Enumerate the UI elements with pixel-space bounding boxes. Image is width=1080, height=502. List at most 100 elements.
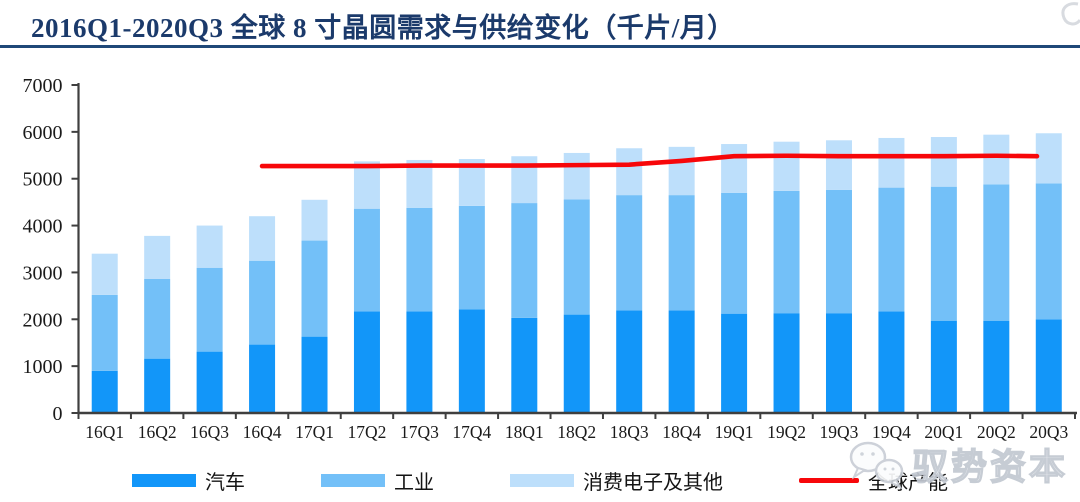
legend-swatch-bar [321,474,385,487]
bar-segment-20Q1-消费电子及其他 [930,137,957,187]
bar-segment-16Q1-消费电子及其他 [91,253,118,295]
bar-segment-16Q2-消费电子及其他 [144,235,171,279]
x-tick-label: 17Q4 [452,422,491,442]
bar-segment-17Q2-工业 [353,208,380,312]
y-tick-label: 4000 [23,216,63,238]
bar-segment-17Q2-消费电子及其他 [353,161,380,209]
bar-segment-16Q4-工业 [249,260,276,345]
bar-segment-19Q1-工业 [721,192,748,314]
x-tick-label: 19Q4 [872,422,911,442]
x-tick-label: 16Q4 [243,422,282,442]
bar-segment-20Q1-汽车 [930,320,957,413]
bar-segment-17Q4-汽车 [458,309,485,413]
bar-segment-18Q4-工业 [668,195,695,311]
bar-segment-16Q1-工业 [91,294,118,371]
bar-segment-16Q2-工业 [144,278,171,359]
bar-segment-17Q3-工业 [406,207,433,312]
x-tick-label: 19Q2 [767,422,806,442]
bar-segment-18Q3-消费电子及其他 [616,148,643,196]
y-tick-label: 2000 [23,309,63,331]
x-tick-label: 17Q3 [400,422,439,442]
bar-segment-18Q3-汽车 [616,310,643,413]
capacity-line [259,153,1040,169]
bar-segment-19Q1-消费电子及其他 [721,144,748,193]
x-tick-label: 19Q3 [820,422,859,442]
bar-segment-19Q3-消费电子及其他 [825,140,852,190]
x-tick-label: 20Q1 [924,422,963,442]
bar-segment-18Q3-工业 [616,195,643,311]
bar-segment-18Q2-工业 [563,199,590,315]
bar-segment-18Q4-消费电子及其他 [668,146,695,196]
y-tick-label: 0 [53,403,63,425]
watermark-fragment-icon [1061,2,1080,26]
bar-segment-18Q4-汽车 [668,310,695,413]
bar-segment-16Q1-汽车 [91,370,118,413]
bar-segment-17Q1-汽车 [301,336,328,413]
x-tick-label: 16Q3 [190,422,229,442]
legend-item-汽车: 汽车 [132,466,245,495]
legend-item-工业: 工业 [321,466,434,495]
y-tick-label: 3000 [23,262,63,284]
y-tick-label: 7000 [23,75,63,97]
bar-segment-16Q2-汽车 [144,358,171,413]
bar-segment-20Q3-消费电子及其他 [1035,133,1062,184]
bar-segment-18Q2-消费电子及其他 [563,152,590,200]
chart-title: 2016Q1-2020Q3 全球 8 寸晶圆需求与供给变化（千片/月） [31,13,735,43]
watermark-text: 驭势资本 [911,445,1068,487]
y-tick-label: 6000 [23,122,63,144]
bar-segment-18Q1-工业 [511,203,538,318]
bar-segment-16Q4-消费电子及其他 [249,216,276,261]
x-tick-label: 16Q1 [85,422,124,442]
legend-item-消费电子及其他: 消费电子及其他 [510,466,723,495]
y-tick-label: 5000 [23,169,63,191]
bar-segment-19Q3-工业 [825,189,852,314]
legend-swatch-line [799,478,859,483]
y-tick-label: 1000 [23,356,63,378]
x-tick-label: 18Q4 [662,422,701,442]
bar-segment-16Q3-消费电子及其他 [196,225,223,268]
bar-segment-18Q1-汽车 [511,317,538,413]
bar-segment-18Q2-汽车 [563,314,590,413]
x-tick-label: 18Q3 [610,422,649,442]
legend-label: 消费电子及其他 [583,472,723,494]
bar-segment-16Q4-汽车 [249,344,276,413]
x-tick-label: 16Q2 [138,422,177,442]
bar-segment-19Q2-消费电子及其他 [773,141,800,191]
bar-segment-20Q3-汽车 [1035,319,1062,413]
bar-segment-17Q1-工业 [301,240,328,337]
title-divider [0,45,1080,48]
bar-segment-19Q2-工业 [773,190,800,314]
bar-segment-17Q3-汽车 [406,311,433,413]
bar-segment-20Q2-工业 [983,184,1010,321]
bar-segment-20Q3-工业 [1035,183,1062,320]
legend-label: 汽车 [205,472,245,494]
bar-segment-19Q3-汽车 [825,313,852,413]
x-tick-label: 18Q2 [557,422,596,442]
x-tick-label: 19Q1 [715,422,754,442]
x-tick-label: 20Q3 [1029,422,1068,442]
bar-segment-19Q4-消费电子及其他 [878,137,905,188]
bar-segment-17Q4-工业 [458,205,485,310]
bar-segment-17Q2-汽车 [353,311,380,413]
legend: 汽车 工业 消费电子及其他 全球产能 [0,466,1080,495]
legend-label: 工业 [394,472,434,494]
x-tick-label: 18Q1 [505,422,544,442]
watermark: 驭势资本 [846,438,1068,490]
legend-swatch-bar [132,474,196,487]
bar-segment-20Q1-工业 [930,186,957,321]
bar-segment-20Q2-汽车 [983,320,1010,413]
legend-swatch-bar [510,474,574,487]
x-tick-label: 17Q1 [295,422,334,442]
bar-segment-19Q2-汽车 [773,313,800,413]
bar-segment-19Q4-汽车 [878,311,905,413]
wechat-icon [849,441,904,489]
bar-segment-16Q3-工业 [196,267,223,352]
bar-segment-20Q2-消费电子及其他 [983,134,1010,185]
x-tick-label: 20Q2 [977,422,1016,442]
x-tick-label: 17Q2 [348,422,387,442]
bar-segment-19Q4-工业 [878,187,905,312]
bar-segment-19Q1-汽车 [721,313,748,413]
bar-segment-16Q3-汽车 [196,351,223,413]
